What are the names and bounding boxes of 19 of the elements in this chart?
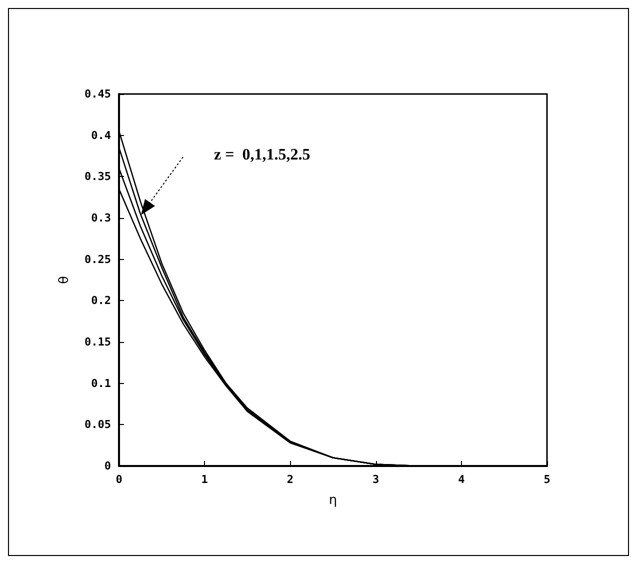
y-tick-label: 0.25 (84, 252, 111, 266)
x-tick-label: 3 (372, 473, 380, 486)
y-tick-label: 0 (104, 460, 111, 472)
y-tick-label: 0.15 (84, 336, 111, 348)
x-tick-label: 5 (544, 473, 550, 486)
y-tick-label: 0.2 (91, 294, 111, 308)
y-tick-label: 0.4 (91, 128, 112, 142)
y-tick-label: 0.45 (84, 88, 111, 100)
y-tick-label: 0.05 (84, 418, 111, 432)
y-tick-label: 0.3 (91, 212, 111, 224)
x-tick-label: 4 (458, 473, 466, 486)
annotation: z = 0,1,1.5,2.5 (214, 146, 310, 164)
y-tick-label: 0.35 (84, 170, 111, 184)
y-axis-title: θ (57, 276, 72, 284)
x-tick-label: 1 (201, 473, 208, 486)
x-axis-title: η (328, 493, 338, 508)
x-tick-label: 2 (286, 473, 294, 486)
y-tick-label: 0.1 (91, 376, 112, 390)
x-tick-label: 0 (116, 473, 122, 486)
